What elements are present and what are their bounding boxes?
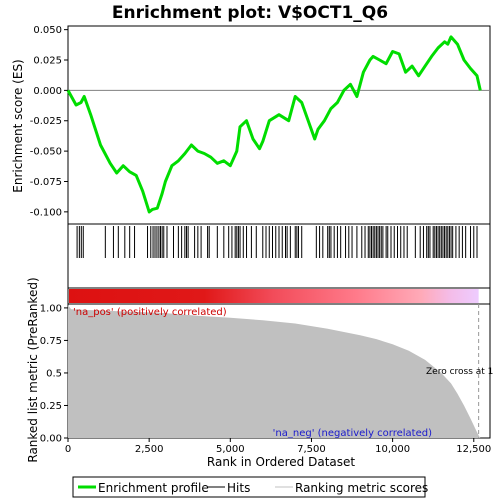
ranked-metric-panel: 1.00 0.75 0.5 0.25 0.00 0 2,500 5,000 7,500 10,0… [26,277,493,469]
es-y-tick-label: 0.025 [33,56,62,67]
chart-title: Enrichment plot: V$OCT1_Q6 [112,3,388,23]
es-y-axis-label: Enrichment score (ES) [11,59,25,192]
x-tick-label: 0 [65,444,71,455]
x-tick-label: 5,000 [216,444,245,455]
rm-y-tick-label: 0.00 [40,434,62,445]
es-y-tick-label: -0.050 [30,147,62,158]
enrichment-profile-line [66,35,482,214]
hits-panel [67,223,491,289]
x-tick-label: 2,500 [135,444,164,455]
rm-y-axis-label: Ranked list metric (PreRanked) [26,277,40,462]
legend: Enrichment profile Hits Ranking metric s… [72,476,428,498]
legend-hits-label: Hits [227,481,250,495]
rm-y-tick-label: 0.5 [46,368,62,379]
enrichment-panel: 0.0500.0250.000-0.025-0.050-0.075-0.100 … [11,25,491,225]
x-axis-label: Rank in Ordered Dataset [207,455,355,469]
es-y-tick-label: -0.100 [30,207,62,218]
es-y-tick-label: 0.000 [33,86,62,97]
x-tick-label: 10,000 [375,444,410,455]
rank-color-bar [67,287,491,305]
rm-y-tick-label: 0.25 [40,401,62,412]
neg-correlated-label: 'na_neg' (negatively correlated) [273,428,432,439]
es-y-tick-label: -0.025 [30,116,62,127]
ranking-metric-area [68,305,481,438]
rm-y-ticks: 1.00 0.75 0.5 0.25 0.00 [40,303,68,445]
rm-x-ticks: 0 2,500 5,000 7,500 10,000 12,500 [65,438,491,455]
rm-y-tick-label: 1.00 [40,303,62,314]
legend-frame [72,476,426,498]
zero-cross-label: Zero cross at 1 [426,367,493,377]
color-bar-gradient [69,289,479,303]
hit-lines [76,226,478,258]
legend-metric-label: Ranking metric scores [295,481,428,495]
es-y-tick-label: -0.075 [30,177,62,188]
legend-enrichment-label: Enrichment profile [98,481,209,495]
es-y-tick-label: 0.050 [33,25,62,36]
enrichment-panel-frame [67,25,491,225]
es-y-ticks: 0.050 0.025 0.000 -0.025 -0.050 -0.075 -0.100 [30,25,68,218]
pos-correlated-label: 'na_pos' (positively correlated) [73,307,227,318]
x-tick-label: 12,500 [456,444,491,455]
rm-y-tick-label: 0.75 [40,336,62,347]
x-tick-label: 7,500 [297,444,326,455]
